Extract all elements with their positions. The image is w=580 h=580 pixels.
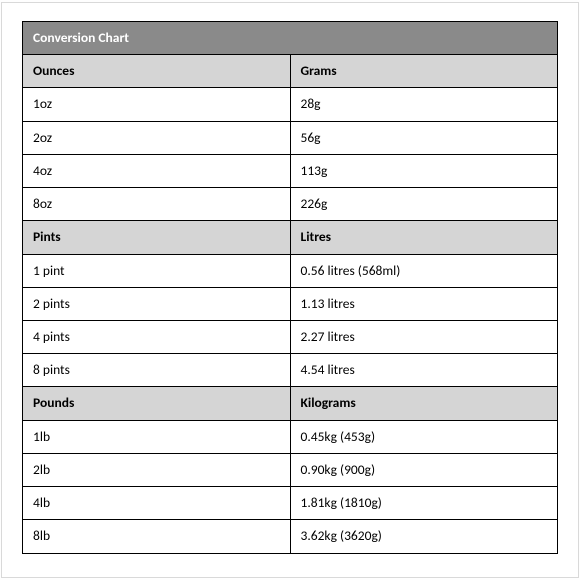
table-row: 1lb 0.45kg (453g) bbox=[23, 420, 558, 453]
cell-right: 0.45kg (453g) bbox=[290, 420, 558, 453]
table-row: 2oz 56g bbox=[23, 121, 558, 154]
section-header-left: Pounds bbox=[23, 387, 291, 420]
cell-right: 4.54 litres bbox=[290, 354, 558, 387]
cell-left: 1oz bbox=[23, 88, 291, 121]
section-header-row: Pints Litres bbox=[23, 221, 558, 254]
section-header-right: Litres bbox=[290, 221, 558, 254]
cell-left: 4 pints bbox=[23, 320, 291, 353]
table-row: 4oz 113g bbox=[23, 154, 558, 187]
cell-right: 2.27 litres bbox=[290, 320, 558, 353]
table-row: 1 pint 0.56 litres (568ml) bbox=[23, 254, 558, 287]
cell-left: 1 pint bbox=[23, 254, 291, 287]
section-header-right: Grams bbox=[290, 55, 558, 88]
cell-right: 1.13 litres bbox=[290, 287, 558, 320]
cell-left: 8 pints bbox=[23, 354, 291, 387]
cell-right: 226g bbox=[290, 188, 558, 221]
cell-right: 0.90kg (900g) bbox=[290, 453, 558, 486]
table-row: 1oz 28g bbox=[23, 88, 558, 121]
table-row: 8oz 226g bbox=[23, 188, 558, 221]
cell-left: 4lb bbox=[23, 487, 291, 520]
cell-left: 8oz bbox=[23, 188, 291, 221]
cell-left: 2 pints bbox=[23, 287, 291, 320]
table-row: 8 pints 4.54 litres bbox=[23, 354, 558, 387]
cell-left: 1lb bbox=[23, 420, 291, 453]
conversion-table: Conversion Chart Ounces Grams 1oz 28g 2o… bbox=[22, 21, 558, 554]
table-row: 2lb 0.90kg (900g) bbox=[23, 453, 558, 486]
section-header-right: Kilograms bbox=[290, 387, 558, 420]
cell-right: 3.62kg (3620g) bbox=[290, 520, 558, 553]
page-frame: Conversion Chart Ounces Grams 1oz 28g 2o… bbox=[1, 2, 579, 578]
table-title: Conversion Chart bbox=[23, 22, 558, 55]
section-header-row: Ounces Grams bbox=[23, 55, 558, 88]
cell-left: 2oz bbox=[23, 121, 291, 154]
section-header-left: Pints bbox=[23, 221, 291, 254]
cell-right: 28g bbox=[290, 88, 558, 121]
table-row: 2 pints 1.13 litres bbox=[23, 287, 558, 320]
cell-right: 56g bbox=[290, 121, 558, 154]
cell-right: 1.81kg (1810g) bbox=[290, 487, 558, 520]
section-header-left: Ounces bbox=[23, 55, 291, 88]
cell-right: 0.56 litres (568ml) bbox=[290, 254, 558, 287]
table-row: 4 pints 2.27 litres bbox=[23, 320, 558, 353]
cell-left: 2lb bbox=[23, 453, 291, 486]
cell-left: 4oz bbox=[23, 154, 291, 187]
cell-left: 8lb bbox=[23, 520, 291, 553]
section-header-row: Pounds Kilograms bbox=[23, 387, 558, 420]
table-row: 8lb 3.62kg (3620g) bbox=[23, 520, 558, 553]
table-title-row: Conversion Chart bbox=[23, 22, 558, 55]
cell-right: 113g bbox=[290, 154, 558, 187]
table-row: 4lb 1.81kg (1810g) bbox=[23, 487, 558, 520]
